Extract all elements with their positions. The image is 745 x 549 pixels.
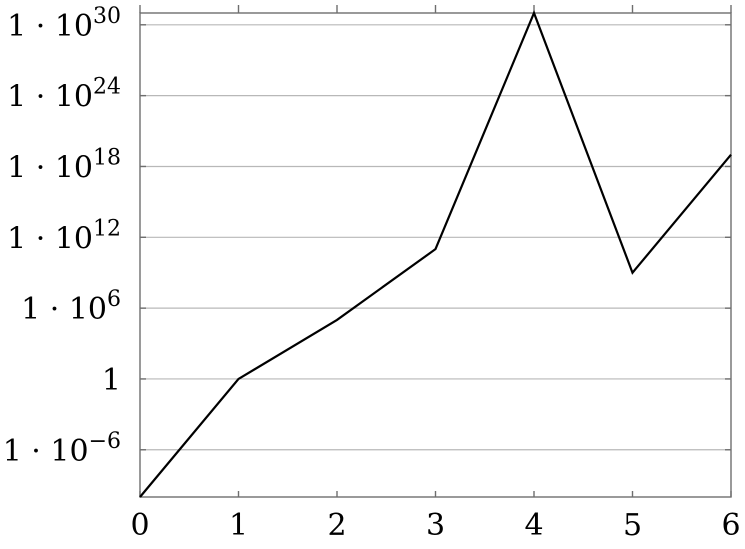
y-tick-label: 1 · 1012 [7, 216, 121, 256]
x-tick-labels: 0 1 2 3 4 5 6 [130, 508, 740, 543]
x-tick-label: 4 [524, 508, 543, 543]
y-tick-label: 1 [102, 363, 121, 398]
grid-layer [140, 25, 731, 450]
axis-frame-layer [140, 5, 731, 497]
x-tick-label: 3 [426, 508, 445, 543]
series-layer [140, 13, 731, 497]
y-tick-label: 1 · 10−6 [3, 429, 121, 469]
x-tick-label: 6 [721, 508, 740, 543]
x-tick-label: 2 [327, 508, 346, 543]
x-tick-label: 1 [229, 508, 248, 543]
x-tick-label: 0 [130, 508, 149, 543]
y-tick-labels: 1 · 10−6 1 1 · 106 1 · 1012 1 · 1018 1 · 1024… [3, 4, 121, 469]
x-tick-label: 5 [623, 508, 642, 543]
plot-frame [140, 13, 731, 497]
series-line [140, 13, 731, 497]
y-tick-label: 1 · 1030 [7, 4, 121, 44]
y-tick-label: 1 · 1024 [7, 75, 121, 115]
y-tick-label: 1 · 106 [21, 287, 121, 327]
y-tick-label: 1 · 1018 [7, 145, 121, 185]
